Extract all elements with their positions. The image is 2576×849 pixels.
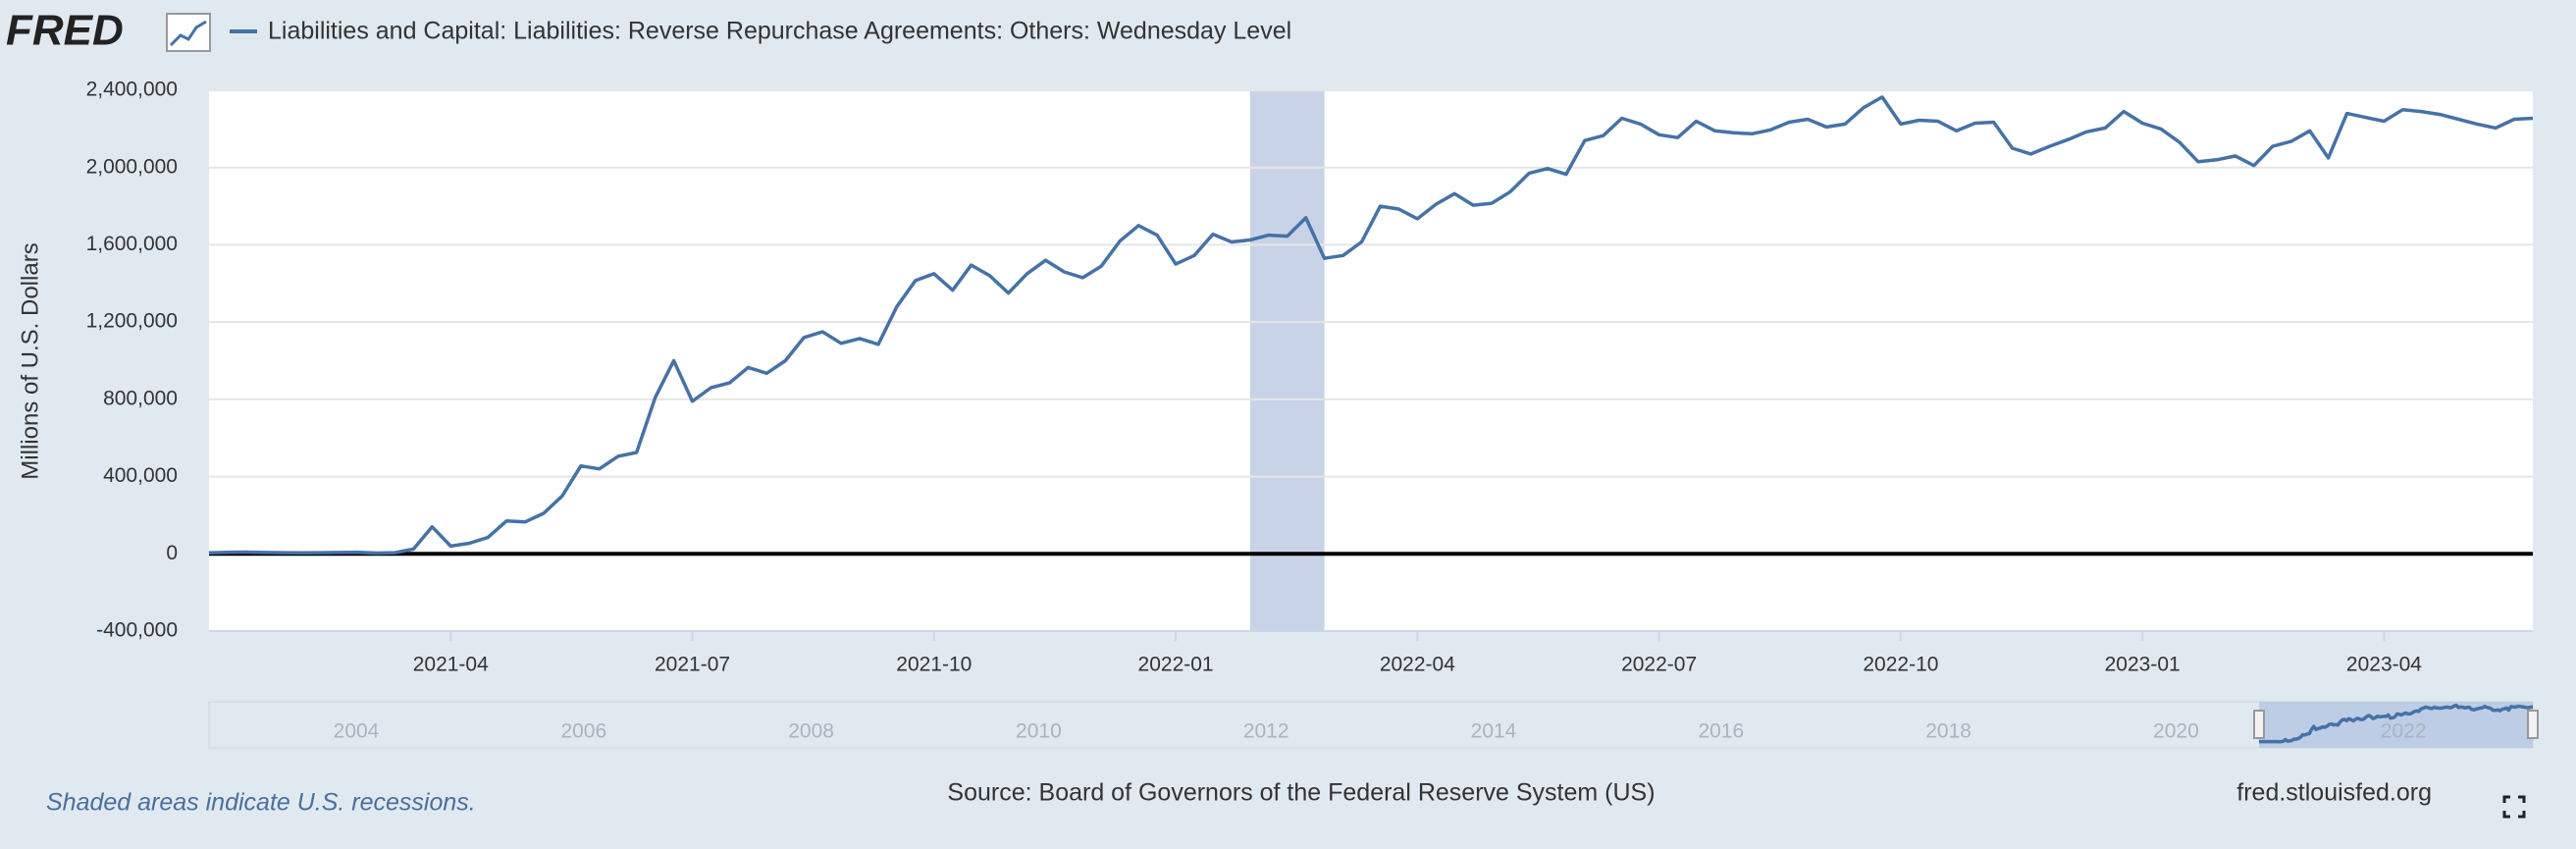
y-tick-label: 2,000,000 — [86, 155, 178, 178]
navigator-selection — [2259, 702, 2533, 748]
y-tick-label: -400,000 — [96, 619, 178, 642]
x-tick-label: 2021-04 — [413, 654, 489, 676]
navigator-label: 2004 — [334, 720, 380, 743]
navigator-label: 2016 — [1698, 720, 1744, 743]
x-tick-label: 2023-01 — [2105, 654, 2181, 676]
navigator-label: 2012 — [1243, 720, 1289, 743]
x-tick-label: 2023-04 — [2346, 654, 2422, 676]
x-tick-label: 2022-04 — [1380, 654, 1455, 676]
y-tick-label: 1,200,000 — [86, 310, 178, 333]
source: Source: Board of Governors of the Federa… — [947, 779, 1655, 807]
x-tick-label: 2022-10 — [1863, 654, 1938, 676]
fullscreen-button[interactable] — [2502, 795, 2526, 819]
x-tick-label: 2022-07 — [1621, 654, 1697, 676]
series-line — [208, 95, 2534, 556]
y-tick-label: 400,000 — [103, 464, 178, 487]
y-tick-label: 2,400,000 — [86, 79, 178, 101]
navigator-label: 2010 — [1016, 720, 1062, 743]
navigator-handle[interactable] — [2253, 710, 2265, 739]
navigator-handle[interactable] — [2527, 710, 2539, 739]
plot-area — [209, 90, 2533, 631]
x-tick-label: 2021-07 — [655, 654, 730, 676]
x-tick-label: 2021-10 — [896, 654, 972, 676]
navigator[interactable] — [208, 701, 2534, 749]
y-tick-label: 0 — [166, 542, 178, 564]
navigator-line — [2259, 703, 2534, 744]
y-axis-title: Millions of U.S. Dollars — [17, 242, 43, 479]
navigator-label: 2006 — [560, 720, 606, 743]
navigator-label: 2008 — [788, 720, 834, 743]
logo-icon — [166, 13, 211, 52]
y-tick-label: 1,600,000 — [86, 233, 178, 255]
navigator-label: 2014 — [1471, 720, 1517, 743]
logo[interactable]: FRED — [6, 7, 124, 55]
recession-note: Shaded areas indicate U.S. recessions. — [46, 789, 476, 817]
y-tick-label: 800,000 — [103, 387, 178, 409]
site-link[interactable]: fred.stlouisfed.org — [2236, 779, 2432, 807]
navigator-label: 2020 — [2153, 720, 2199, 743]
navigator-label: 2018 — [1925, 720, 1971, 743]
x-tick-label: 2022-01 — [1138, 654, 1214, 676]
recession-band — [1249, 90, 1325, 631]
navigator-label: 2022 — [2381, 720, 2427, 743]
legend-label[interactable]: Liabilities and Capital: Liabilities: Re… — [268, 18, 1291, 45]
